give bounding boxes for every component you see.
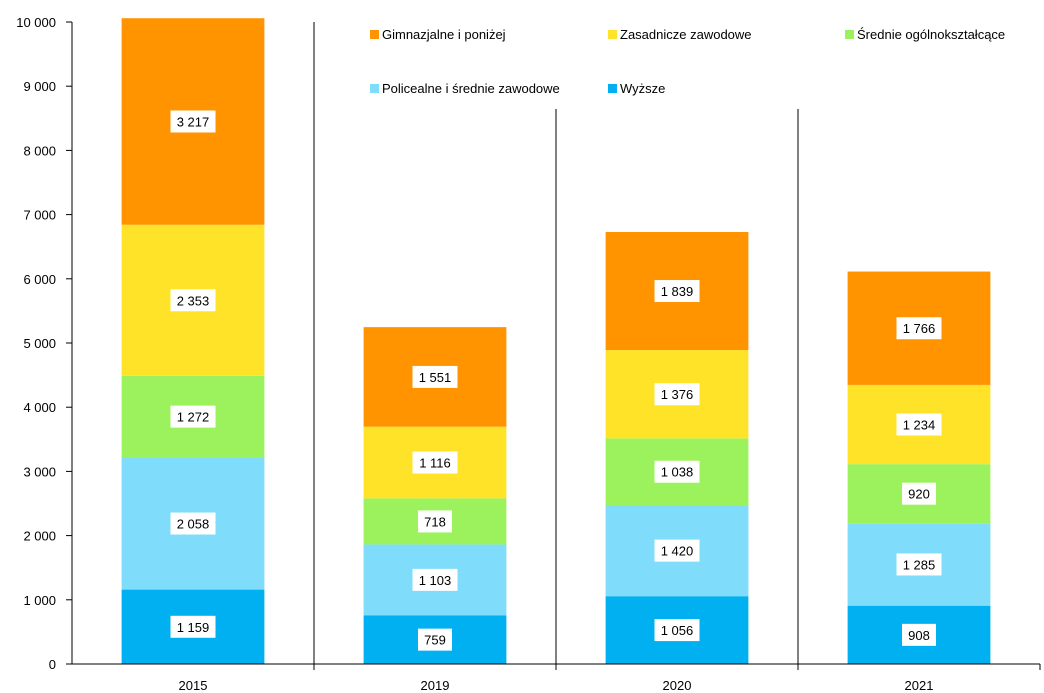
- data-label: 718: [424, 514, 446, 529]
- y-tick-label: 10 000: [16, 15, 56, 30]
- y-tick-label: 6 000: [23, 272, 56, 287]
- data-label-box: [170, 512, 216, 535]
- data-label-box: [896, 553, 942, 576]
- data-label: 3 217: [177, 114, 210, 129]
- data-labels: 1 159 2 058 1 272 2 353 3 217 759 1 103 718 1 11…: [170, 110, 942, 651]
- data-label-box: [654, 383, 700, 406]
- y-tick-label: 0: [49, 657, 56, 672]
- x-tick-label: 2021: [905, 678, 934, 693]
- y-tick-label: 8 000: [23, 143, 56, 158]
- data-label: 1 056: [661, 623, 694, 638]
- data-label-box: [418, 628, 452, 651]
- legend-swatch: [370, 84, 379, 93]
- data-label: 1 839: [661, 284, 694, 299]
- data-label-box: [170, 289, 216, 312]
- data-label-box: [170, 615, 216, 638]
- y-tick-label: 2 000: [23, 529, 56, 544]
- data-label-box: [654, 539, 700, 562]
- legend-label: Zasadnicze zawodowe: [620, 27, 752, 42]
- data-label: 1 420: [661, 544, 694, 559]
- legend-label: Wyższe: [620, 81, 665, 96]
- data-label: 920: [908, 487, 930, 502]
- data-label-box: [896, 317, 942, 340]
- data-label-box: [412, 365, 458, 388]
- data-label: 2 353: [177, 293, 210, 308]
- legend-swatch: [845, 30, 854, 39]
- data-label-box: [418, 510, 452, 533]
- legend: Gimnazjalne i poniżej Zasadnicze zawodowe…: [360, 14, 1040, 109]
- data-label: 1 272: [177, 410, 210, 425]
- legend-label: Policealne i średnie zawodowe: [382, 81, 560, 96]
- grid-lines: [313, 22, 1041, 670]
- data-label-box: [170, 110, 216, 133]
- data-label: 1 376: [661, 387, 694, 402]
- y-tick-label: 4 000: [23, 400, 56, 415]
- y-tick-label: 3 000: [23, 464, 56, 479]
- y-tick-label: 5 000: [23, 336, 56, 351]
- y-tick-label: 1 000: [23, 593, 56, 608]
- data-label-box: [902, 482, 936, 505]
- legend-label: Gimnazjalne i poniżej: [382, 27, 506, 42]
- data-label: 1 234: [903, 418, 936, 433]
- data-label: 908: [908, 628, 930, 643]
- data-label-box: [412, 451, 458, 474]
- data-label: 1 285: [903, 557, 936, 572]
- legend-background: [360, 14, 1040, 109]
- data-label-box: [896, 413, 942, 436]
- data-label-box: [654, 619, 700, 642]
- legend-swatch: [370, 30, 379, 39]
- x-tick-label: 2019: [421, 678, 450, 693]
- legend-swatch: [608, 84, 617, 93]
- y-tick-label: 9 000: [23, 79, 56, 94]
- data-label: 1 159: [177, 620, 210, 635]
- data-label-box: [412, 568, 458, 591]
- x-tick-label: 2020: [663, 678, 692, 693]
- data-label: 1 116: [419, 456, 451, 471]
- data-label-box: [654, 460, 700, 483]
- axes: 0 1 000 2 000 3 000 4 000 5 000 6 000 7 000 8 00…: [16, 15, 1040, 693]
- legend-label: Średnie ogólnokształcące: [857, 27, 1005, 42]
- data-label: 2 058: [177, 517, 210, 532]
- data-label: 1 766: [903, 321, 936, 336]
- data-label: 1 038: [661, 465, 694, 480]
- legend-swatch: [608, 30, 617, 39]
- data-label: 759: [424, 633, 446, 648]
- data-label-box: [902, 623, 936, 646]
- data-label-box: [654, 280, 700, 303]
- x-tick-label: 2015: [179, 678, 208, 693]
- data-label: 1 103: [419, 573, 452, 588]
- y-tick-label: 7 000: [23, 208, 56, 223]
- data-label: 1 551: [419, 370, 452, 385]
- data-label-box: [170, 405, 216, 428]
